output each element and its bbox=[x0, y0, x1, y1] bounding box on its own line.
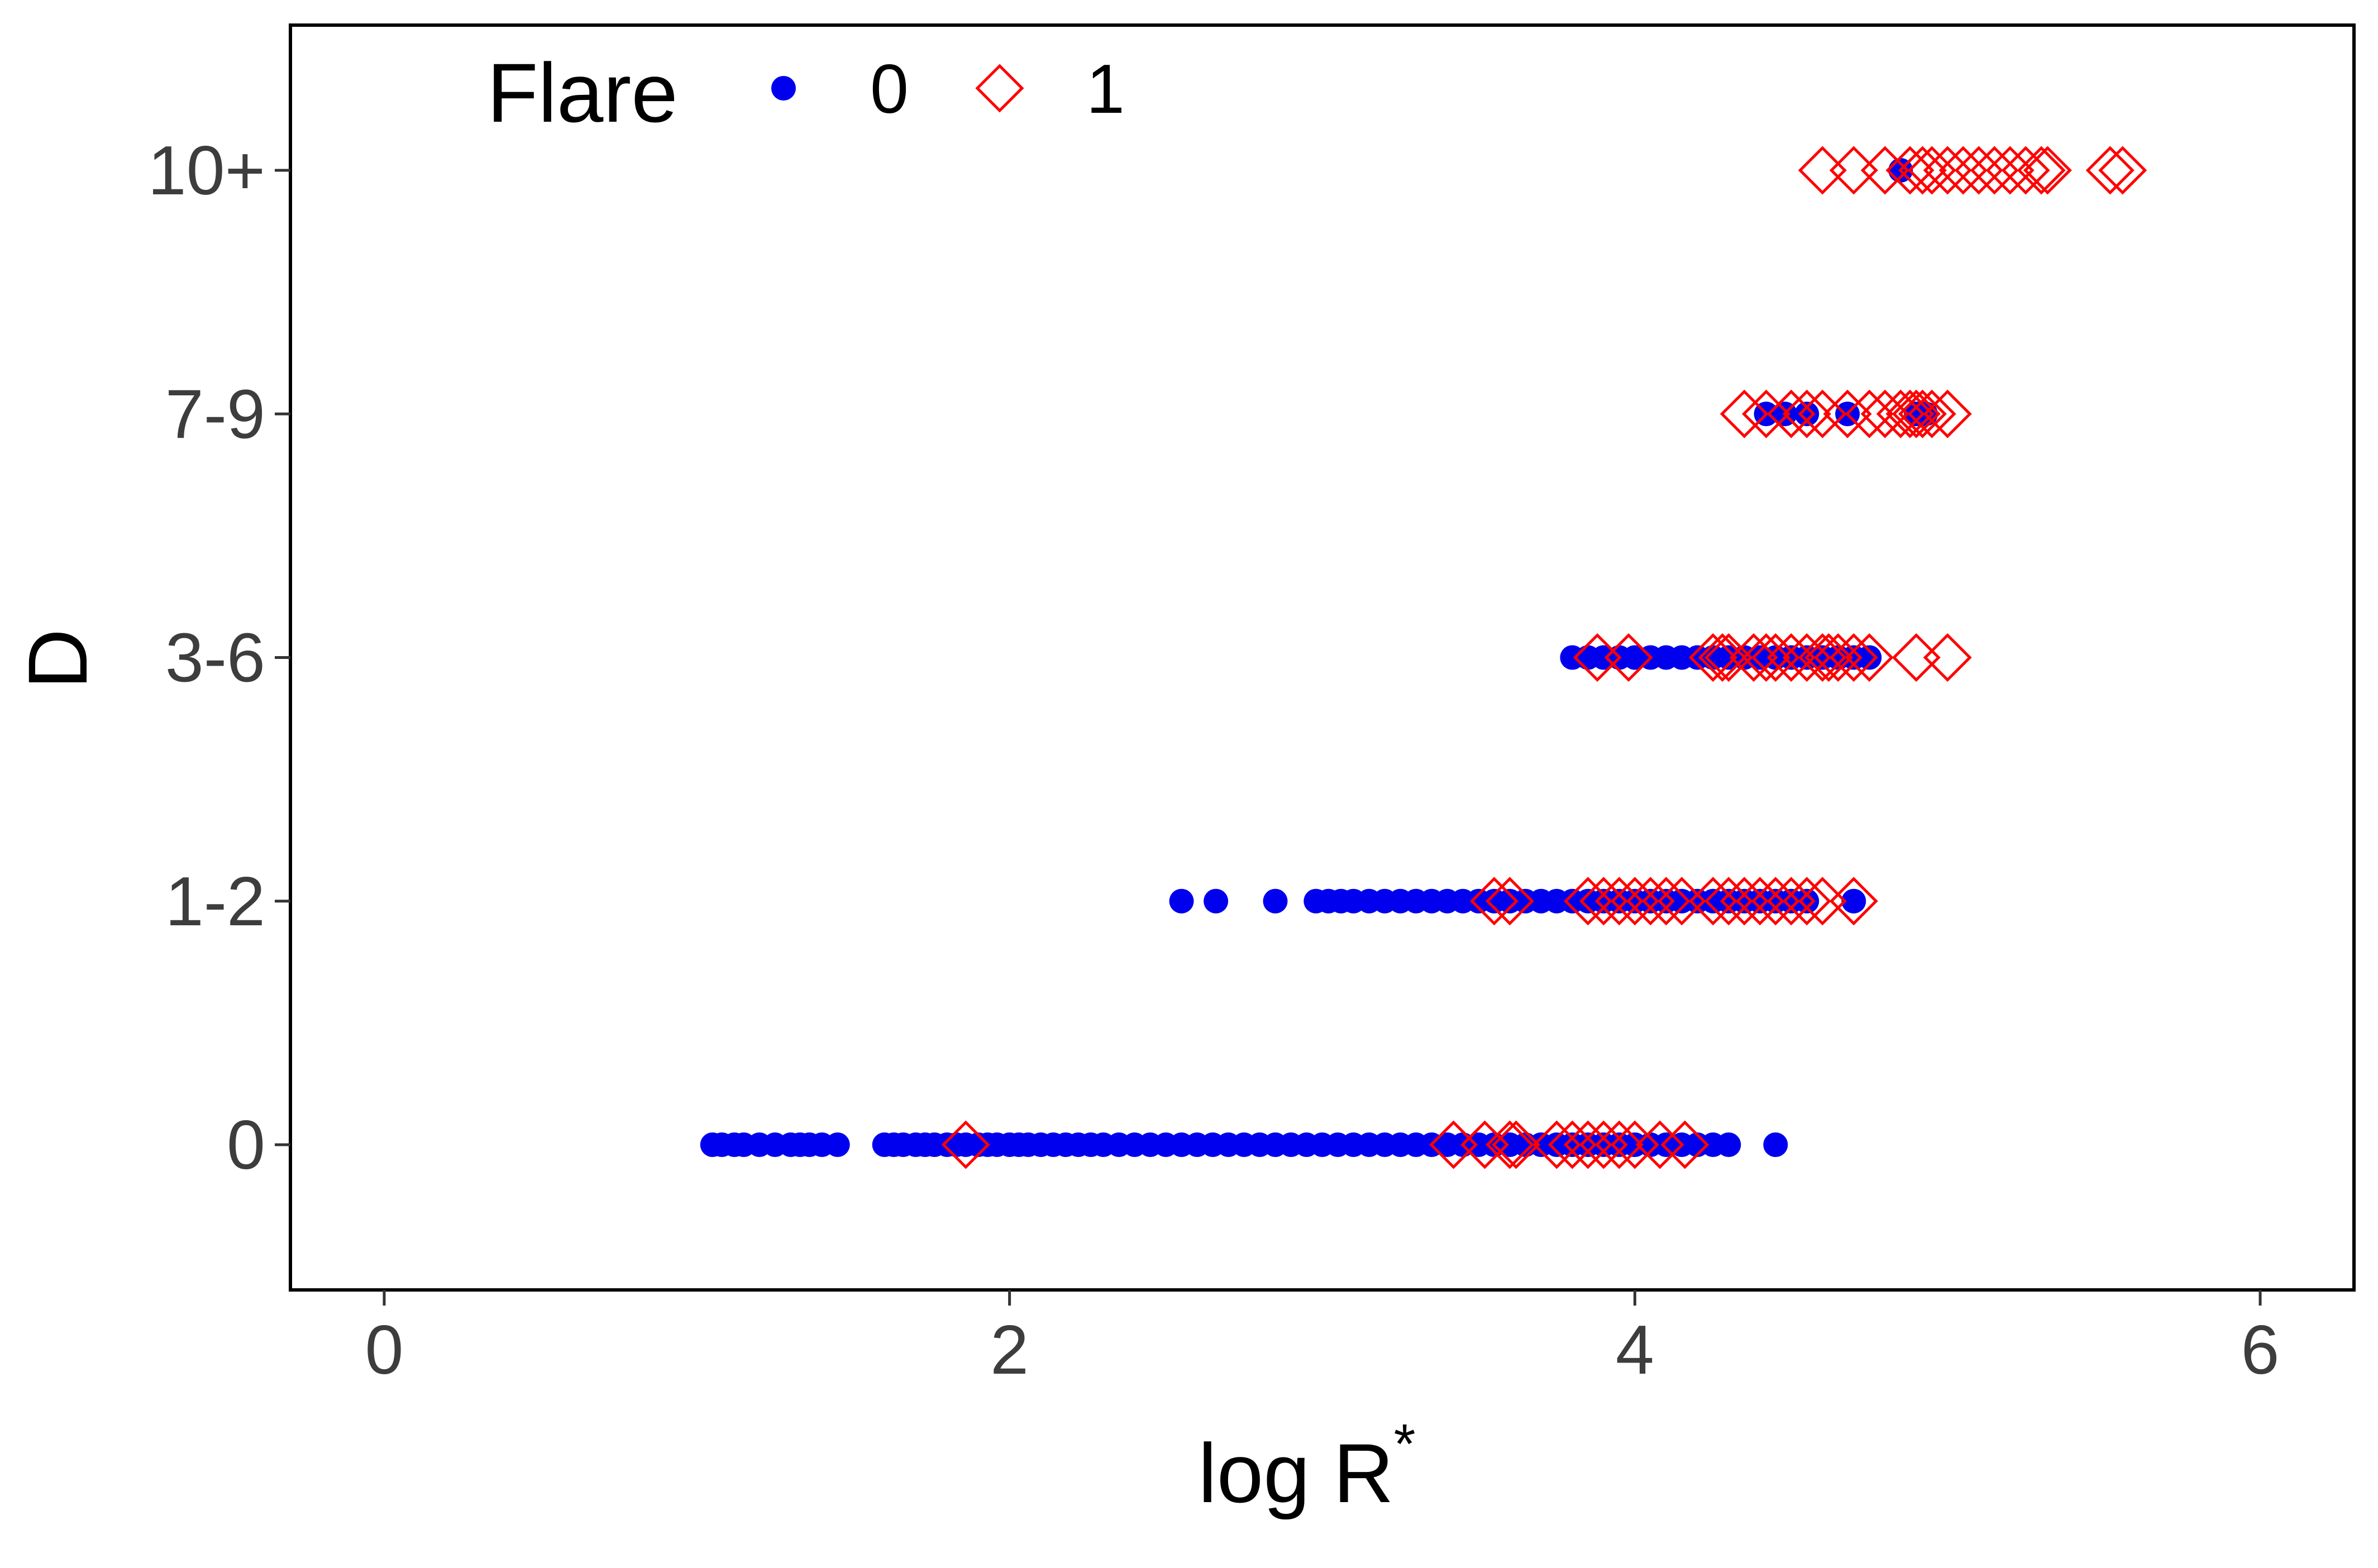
plot-area bbox=[700, 146, 2147, 1169]
data-point-flare-0 bbox=[1716, 1132, 1741, 1157]
data-point-flare-1 bbox=[1782, 389, 1831, 438]
data-point-flare-1 bbox=[941, 1120, 990, 1169]
x-tick-label: 2 bbox=[990, 1312, 1029, 1389]
y-axis-title: D bbox=[11, 629, 104, 689]
data-point-flare-1 bbox=[1860, 146, 1909, 195]
x-tick-label: 6 bbox=[2241, 1312, 2280, 1389]
data-point-flare-1 bbox=[2098, 146, 2147, 195]
x-axis-title-text: log R bbox=[1198, 1426, 1393, 1520]
data-point-flare-1 bbox=[1885, 146, 1935, 195]
data-point-flare-1 bbox=[1923, 633, 1972, 682]
data-point-flare-1 bbox=[1823, 389, 1872, 438]
data-point-flare-0 bbox=[1794, 401, 1820, 427]
legend-key-1 bbox=[975, 64, 1024, 113]
data-point-flare-1 bbox=[2001, 146, 2050, 195]
data-point-flare-1 bbox=[1898, 146, 1947, 195]
y-tick-label: 1-2 bbox=[165, 863, 265, 940]
data-point-flare-1 bbox=[1898, 389, 1947, 438]
legend-key-0 bbox=[771, 76, 796, 101]
x-tick-label: 0 bbox=[365, 1312, 403, 1389]
data-point-flare-1 bbox=[1885, 389, 1935, 438]
data-point-flare-0 bbox=[1263, 888, 1288, 914]
data-point-flare-1 bbox=[1635, 1120, 1684, 1169]
data-point-flare-1 bbox=[1923, 389, 1972, 438]
data-point-flare-1 bbox=[1610, 1120, 1659, 1169]
data-point-flare-1 bbox=[1492, 1120, 1541, 1169]
data-point-flare-1 bbox=[1741, 389, 1791, 438]
legend-label-0: 0 bbox=[870, 51, 909, 128]
data-point-flare-1 bbox=[1704, 633, 1753, 682]
data-point-flare-1 bbox=[1660, 1120, 1710, 1169]
legend-label-1: 1 bbox=[1086, 51, 1125, 128]
data-point-flare-1 bbox=[2017, 146, 2066, 195]
x-tick-label: 4 bbox=[1616, 1312, 1654, 1389]
data-point-flare-1 bbox=[2023, 146, 2072, 195]
data-point-flare-1 bbox=[1688, 633, 1737, 682]
data-point-flare-1 bbox=[1907, 389, 1956, 438]
y-tick-label: 7-9 bbox=[165, 376, 265, 453]
data-point-flare-1 bbox=[2085, 146, 2135, 195]
data-point-flare-1 bbox=[1741, 633, 1791, 682]
data-point-flare-1 bbox=[1469, 877, 1519, 926]
data-point-flare-0 bbox=[1841, 888, 1866, 914]
data-point-flare-1 bbox=[1798, 389, 1847, 438]
y-tick-label: 10+ bbox=[148, 132, 265, 209]
series-1 bbox=[941, 146, 2147, 1169]
data-point-flare-1 bbox=[1782, 877, 1831, 926]
x-axis-title: log R* bbox=[1198, 1413, 1415, 1520]
data-point-flare-0 bbox=[1204, 888, 1229, 914]
data-point-flare-0 bbox=[1794, 888, 1820, 914]
data-point-flare-1 bbox=[1804, 633, 1853, 682]
x-axis-title-superscript: * bbox=[1394, 1413, 1416, 1475]
data-point-flare-1 bbox=[1604, 633, 1653, 682]
data-point-flare-1 bbox=[1829, 633, 1878, 682]
data-point-flare-0 bbox=[825, 1132, 850, 1157]
data-point-flare-0 bbox=[1857, 645, 1882, 670]
data-point-flare-1 bbox=[1485, 1120, 1534, 1169]
data-point-flare-0 bbox=[1763, 1132, 1788, 1157]
data-point-flare-1 bbox=[1720, 389, 1769, 438]
data-point-flare-1 bbox=[1845, 633, 1894, 682]
data-point-flare-1 bbox=[1641, 877, 1691, 926]
axes: 0 2 4 6 0 1-2 3-6 7-9 10+ bbox=[148, 23, 2356, 1389]
data-point-flare-1 bbox=[1829, 877, 1878, 926]
y-tick-label: 3-6 bbox=[165, 620, 265, 697]
data-point-flare-1 bbox=[1594, 1120, 1644, 1169]
data-point-flare-0 bbox=[1169, 888, 1194, 914]
data-point-flare-1 bbox=[1729, 633, 1778, 682]
data-point-flare-1 bbox=[1485, 877, 1534, 926]
y-tick-label: 0 bbox=[227, 1107, 265, 1184]
legend-title: Flare bbox=[487, 46, 678, 140]
series-0 bbox=[700, 158, 1938, 1157]
